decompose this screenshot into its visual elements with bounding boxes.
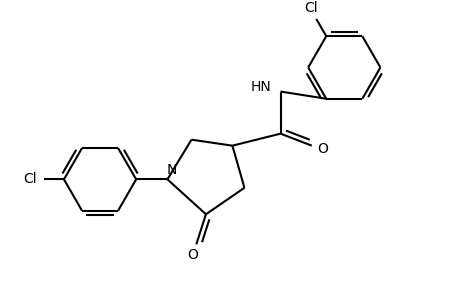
Text: O: O (317, 142, 327, 156)
Text: N: N (167, 163, 177, 177)
Text: HN: HN (250, 80, 271, 94)
Text: Cl: Cl (304, 1, 318, 15)
Text: Cl: Cl (23, 172, 37, 186)
Text: O: O (187, 248, 198, 262)
